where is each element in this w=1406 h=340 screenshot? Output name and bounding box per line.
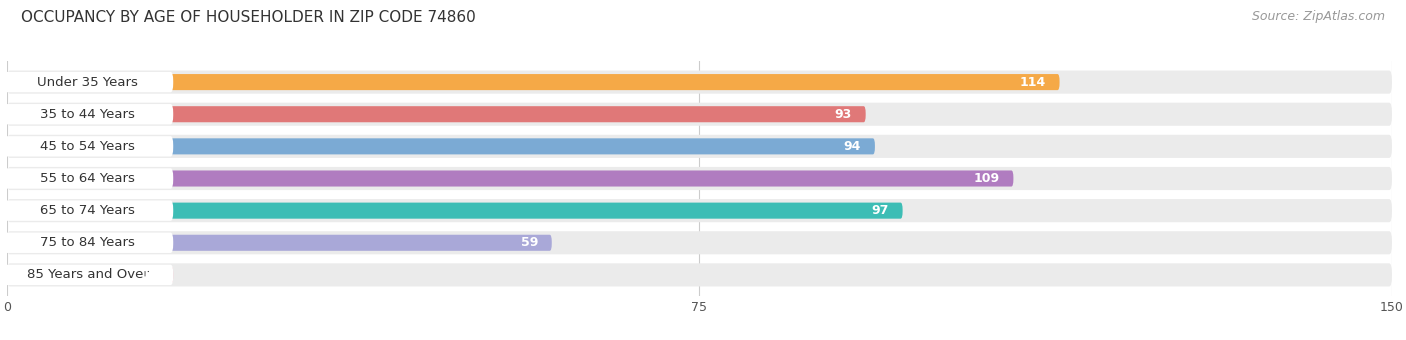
FancyBboxPatch shape — [7, 74, 1060, 90]
FancyBboxPatch shape — [7, 135, 1392, 158]
FancyBboxPatch shape — [3, 201, 173, 221]
FancyBboxPatch shape — [7, 199, 1392, 222]
Text: Under 35 Years: Under 35 Years — [38, 75, 138, 89]
FancyBboxPatch shape — [7, 70, 1392, 94]
FancyBboxPatch shape — [3, 136, 173, 156]
FancyBboxPatch shape — [3, 265, 173, 285]
Text: 94: 94 — [844, 140, 860, 153]
FancyBboxPatch shape — [7, 235, 551, 251]
Text: 35 to 44 Years: 35 to 44 Years — [41, 108, 135, 121]
FancyBboxPatch shape — [3, 104, 173, 124]
Text: 97: 97 — [872, 204, 889, 217]
Text: 65 to 74 Years: 65 to 74 Years — [41, 204, 135, 217]
FancyBboxPatch shape — [7, 103, 1392, 126]
Text: 93: 93 — [835, 108, 852, 121]
FancyBboxPatch shape — [7, 170, 1014, 187]
FancyBboxPatch shape — [3, 168, 173, 189]
FancyBboxPatch shape — [7, 106, 866, 122]
FancyBboxPatch shape — [3, 72, 173, 92]
Text: 85 Years and Over: 85 Years and Over — [27, 268, 149, 282]
Text: Source: ZipAtlas.com: Source: ZipAtlas.com — [1251, 10, 1385, 23]
Text: 59: 59 — [520, 236, 538, 249]
FancyBboxPatch shape — [7, 267, 173, 283]
FancyBboxPatch shape — [7, 203, 903, 219]
Text: 114: 114 — [1019, 75, 1046, 89]
Text: OCCUPANCY BY AGE OF HOUSEHOLDER IN ZIP CODE 74860: OCCUPANCY BY AGE OF HOUSEHOLDER IN ZIP C… — [21, 10, 475, 25]
FancyBboxPatch shape — [3, 233, 173, 253]
FancyBboxPatch shape — [7, 138, 875, 154]
FancyBboxPatch shape — [7, 264, 1392, 287]
FancyBboxPatch shape — [7, 167, 1392, 190]
Text: 45 to 54 Years: 45 to 54 Years — [41, 140, 135, 153]
FancyBboxPatch shape — [7, 231, 1392, 254]
Text: 75 to 84 Years: 75 to 84 Years — [41, 236, 135, 249]
Text: 18: 18 — [142, 268, 159, 282]
Text: 55 to 64 Years: 55 to 64 Years — [41, 172, 135, 185]
Text: 109: 109 — [973, 172, 1000, 185]
